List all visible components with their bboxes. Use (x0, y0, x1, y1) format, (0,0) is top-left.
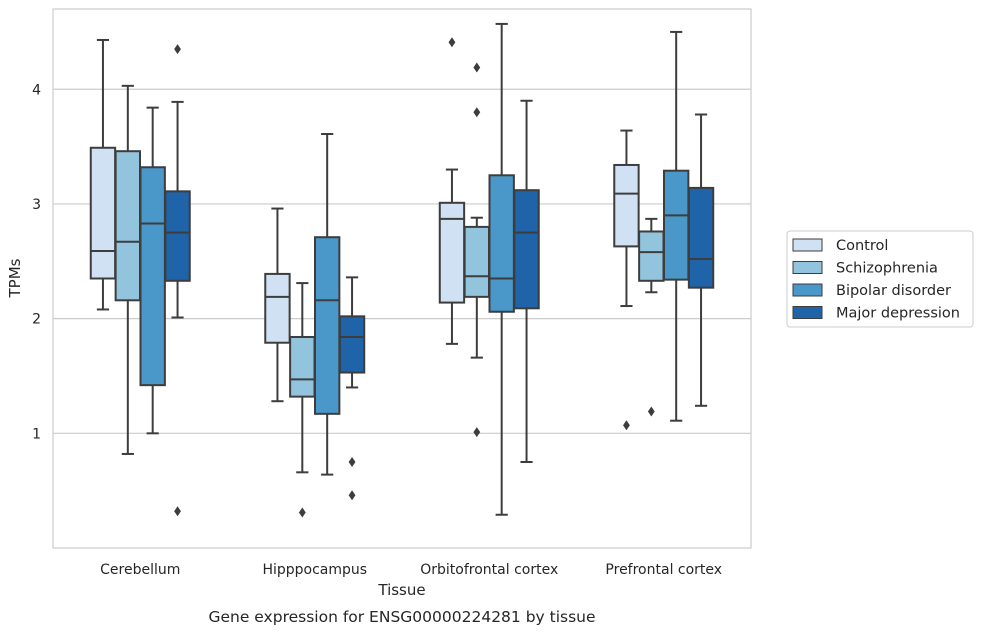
iqr-box (313, 236, 341, 415)
x-tick-label: Prefrontal cortex (605, 562, 722, 578)
outlier-point (348, 490, 356, 501)
iqr-box (463, 225, 491, 298)
outlier-point (348, 456, 356, 467)
x-axis-label: Tissue (377, 581, 425, 599)
outlier-point (298, 507, 306, 518)
legend-swatch (792, 238, 823, 252)
box-major-depression (338, 276, 366, 501)
outlier-point (174, 44, 181, 55)
x-tick-label: Orbitofrontal cortex (420, 562, 558, 578)
iqr-box (513, 189, 540, 310)
outlier-point (473, 107, 481, 118)
iqr-box (139, 166, 166, 387)
y-tick-label: 4 (32, 82, 41, 98)
outlier-point (473, 427, 481, 438)
outlier-point (623, 420, 630, 431)
legend-frame (786, 230, 974, 328)
iqr-box (89, 146, 117, 280)
legend-label: Major depression (836, 306, 960, 322)
boxes (89, 22, 715, 518)
box-bipolar-disorder (313, 133, 341, 476)
legend-label: Bipolar disorder (836, 283, 951, 299)
outlier-point (448, 37, 456, 48)
box-major-depression (164, 44, 191, 517)
x-tick-labels: Cerebellum Hipppocampus Orbitofrontal cort… (100, 562, 722, 578)
legend-swatch (792, 283, 823, 297)
y-tick-label: 2 (32, 312, 41, 328)
outlier-point (647, 406, 655, 417)
y-tick-label: 3 (32, 197, 41, 213)
y-tick-labels: 1 2 3 4 (32, 82, 41, 442)
x-tick-label: Hipppocampus (262, 562, 367, 578)
chart-caption: Gene expression for ENSG00000224281 by t… (208, 608, 595, 626)
box-schizophrenia (638, 217, 665, 417)
iqr-box (289, 335, 316, 398)
iqr-box (164, 190, 191, 282)
box-control (89, 38, 117, 311)
outlier-point (473, 62, 481, 73)
box-bipolar-disorder (139, 106, 166, 435)
iqr-box (114, 150, 142, 302)
box-major-depression (687, 113, 715, 407)
legend-swatch (792, 261, 823, 274)
iqr-box (264, 272, 291, 344)
legend-swatch (792, 306, 823, 319)
iqr-box (638, 230, 665, 282)
iqr-box (338, 315, 366, 374)
iqr-box (613, 163, 640, 248)
y-axis-label: TPMs (6, 258, 24, 298)
box-schizophrenia (289, 282, 316, 518)
box-control (264, 207, 291, 403)
legend-label: Schizophrenia (836, 261, 938, 277)
box-major-depression (513, 99, 540, 463)
box-schizophrenia (463, 62, 491, 438)
box-schizophrenia (114, 84, 142, 455)
outlier-point (174, 506, 181, 517)
box-control (438, 37, 466, 345)
iqr-box (488, 174, 515, 313)
box-control (613, 129, 640, 431)
iqr-box (662, 169, 690, 281)
iqr-box (438, 201, 466, 304)
iqr-box (687, 186, 715, 289)
y-tick-label: 1 (32, 426, 41, 442)
box-bipolar-disorder (662, 30, 690, 422)
legend: Control Schizophrenia Bipolar disorder Majo… (786, 230, 974, 328)
x-tick-label: Cerebellum (100, 562, 180, 578)
legend-label: Control (836, 238, 888, 254)
